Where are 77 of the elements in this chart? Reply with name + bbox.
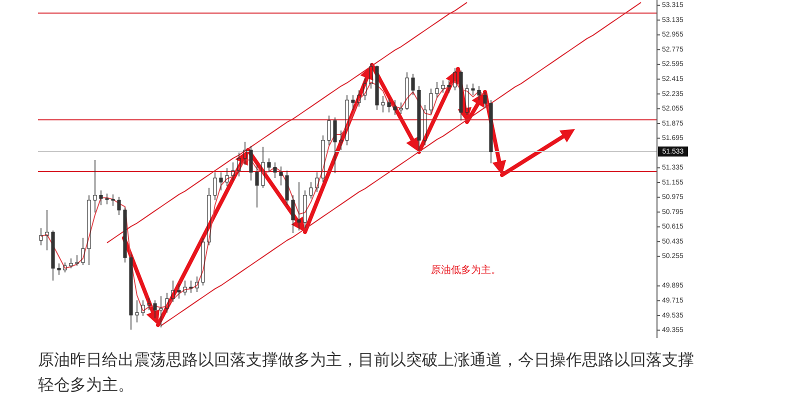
candlestick [363, 78, 367, 100]
candlestick [63, 262, 67, 273]
candlestick [261, 146, 265, 188]
candlestick [429, 88, 433, 114]
candlestick [411, 73, 415, 96]
candlestick [315, 172, 319, 192]
candlestick [135, 300, 139, 323]
candlestick [153, 300, 157, 319]
candlestick [417, 86, 421, 151]
candlestick [327, 115, 331, 146]
candlestick [111, 194, 115, 206]
annotation: 原油低多为主。 [430, 264, 501, 276]
candlestick [465, 84, 469, 116]
candlestick [195, 276, 199, 292]
candlestick [45, 210, 49, 251]
candlestick [207, 187, 211, 246]
candlestick [213, 172, 217, 201]
candlestick [369, 62, 373, 89]
candlestick [357, 90, 361, 108]
candlestick [321, 134, 325, 183]
candlestick [483, 91, 487, 109]
candlestick [381, 96, 385, 113]
candlestick [447, 80, 451, 94]
candlestick [159, 296, 163, 328]
candlestick [147, 297, 151, 311]
candlestick [435, 82, 439, 98]
candlestick [255, 164, 259, 208]
candlestick [423, 104, 427, 146]
candlestick [303, 190, 307, 228]
candlestick [249, 146, 253, 181]
candlestick [225, 168, 229, 187]
candlestick [333, 116, 337, 174]
candlestick [267, 158, 271, 173]
candlestick [351, 94, 355, 110]
candlestick [57, 262, 61, 276]
candlestick [81, 238, 85, 266]
candlestick [471, 83, 475, 96]
candlestick [393, 100, 397, 116]
candlestick [201, 238, 205, 286]
candlestick [141, 300, 145, 316]
candlestick [309, 182, 313, 199]
candlestick [345, 94, 349, 146]
candlestick [387, 98, 391, 113]
candlestick [165, 292, 169, 313]
candlestick [75, 254, 79, 266]
candlestick [285, 170, 289, 206]
candlestick [183, 280, 187, 296]
candlestick [117, 196, 121, 216]
candlestick [453, 68, 457, 91]
candlestick [93, 160, 97, 213]
candlestick [339, 130, 343, 151]
candlestick [399, 102, 403, 114]
candlestick [489, 100, 493, 164]
candlestick [105, 193, 109, 205]
candlestick [87, 194, 91, 266]
candlestick [69, 258, 73, 269]
candlestick [273, 162, 277, 178]
candlestick [459, 70, 463, 121]
candlestick [243, 142, 247, 166]
candlestick [99, 190, 103, 206]
candlestick [279, 166, 283, 186]
candlestick [441, 80, 445, 94]
candlestick [405, 72, 409, 110]
candlestick [297, 182, 301, 231]
candlestick [291, 194, 295, 234]
candlestick [129, 254, 133, 330]
text: 原油昨日给出震荡思路以回落支撑做多为主，目前以突破上涨通道，今日操作思路以回落支撑轻仓多为主。 [38, 350, 694, 394]
candlestick [177, 283, 181, 300]
candlestick [477, 86, 481, 100]
candlestick [39, 228, 43, 246]
candlestick [123, 207, 127, 263]
candlestick [219, 172, 223, 191]
candlestick [51, 230, 55, 281]
candlestick [189, 280, 193, 294]
candlestick [231, 162, 235, 181]
candlestick [237, 152, 241, 177]
candlestick [171, 280, 175, 302]
